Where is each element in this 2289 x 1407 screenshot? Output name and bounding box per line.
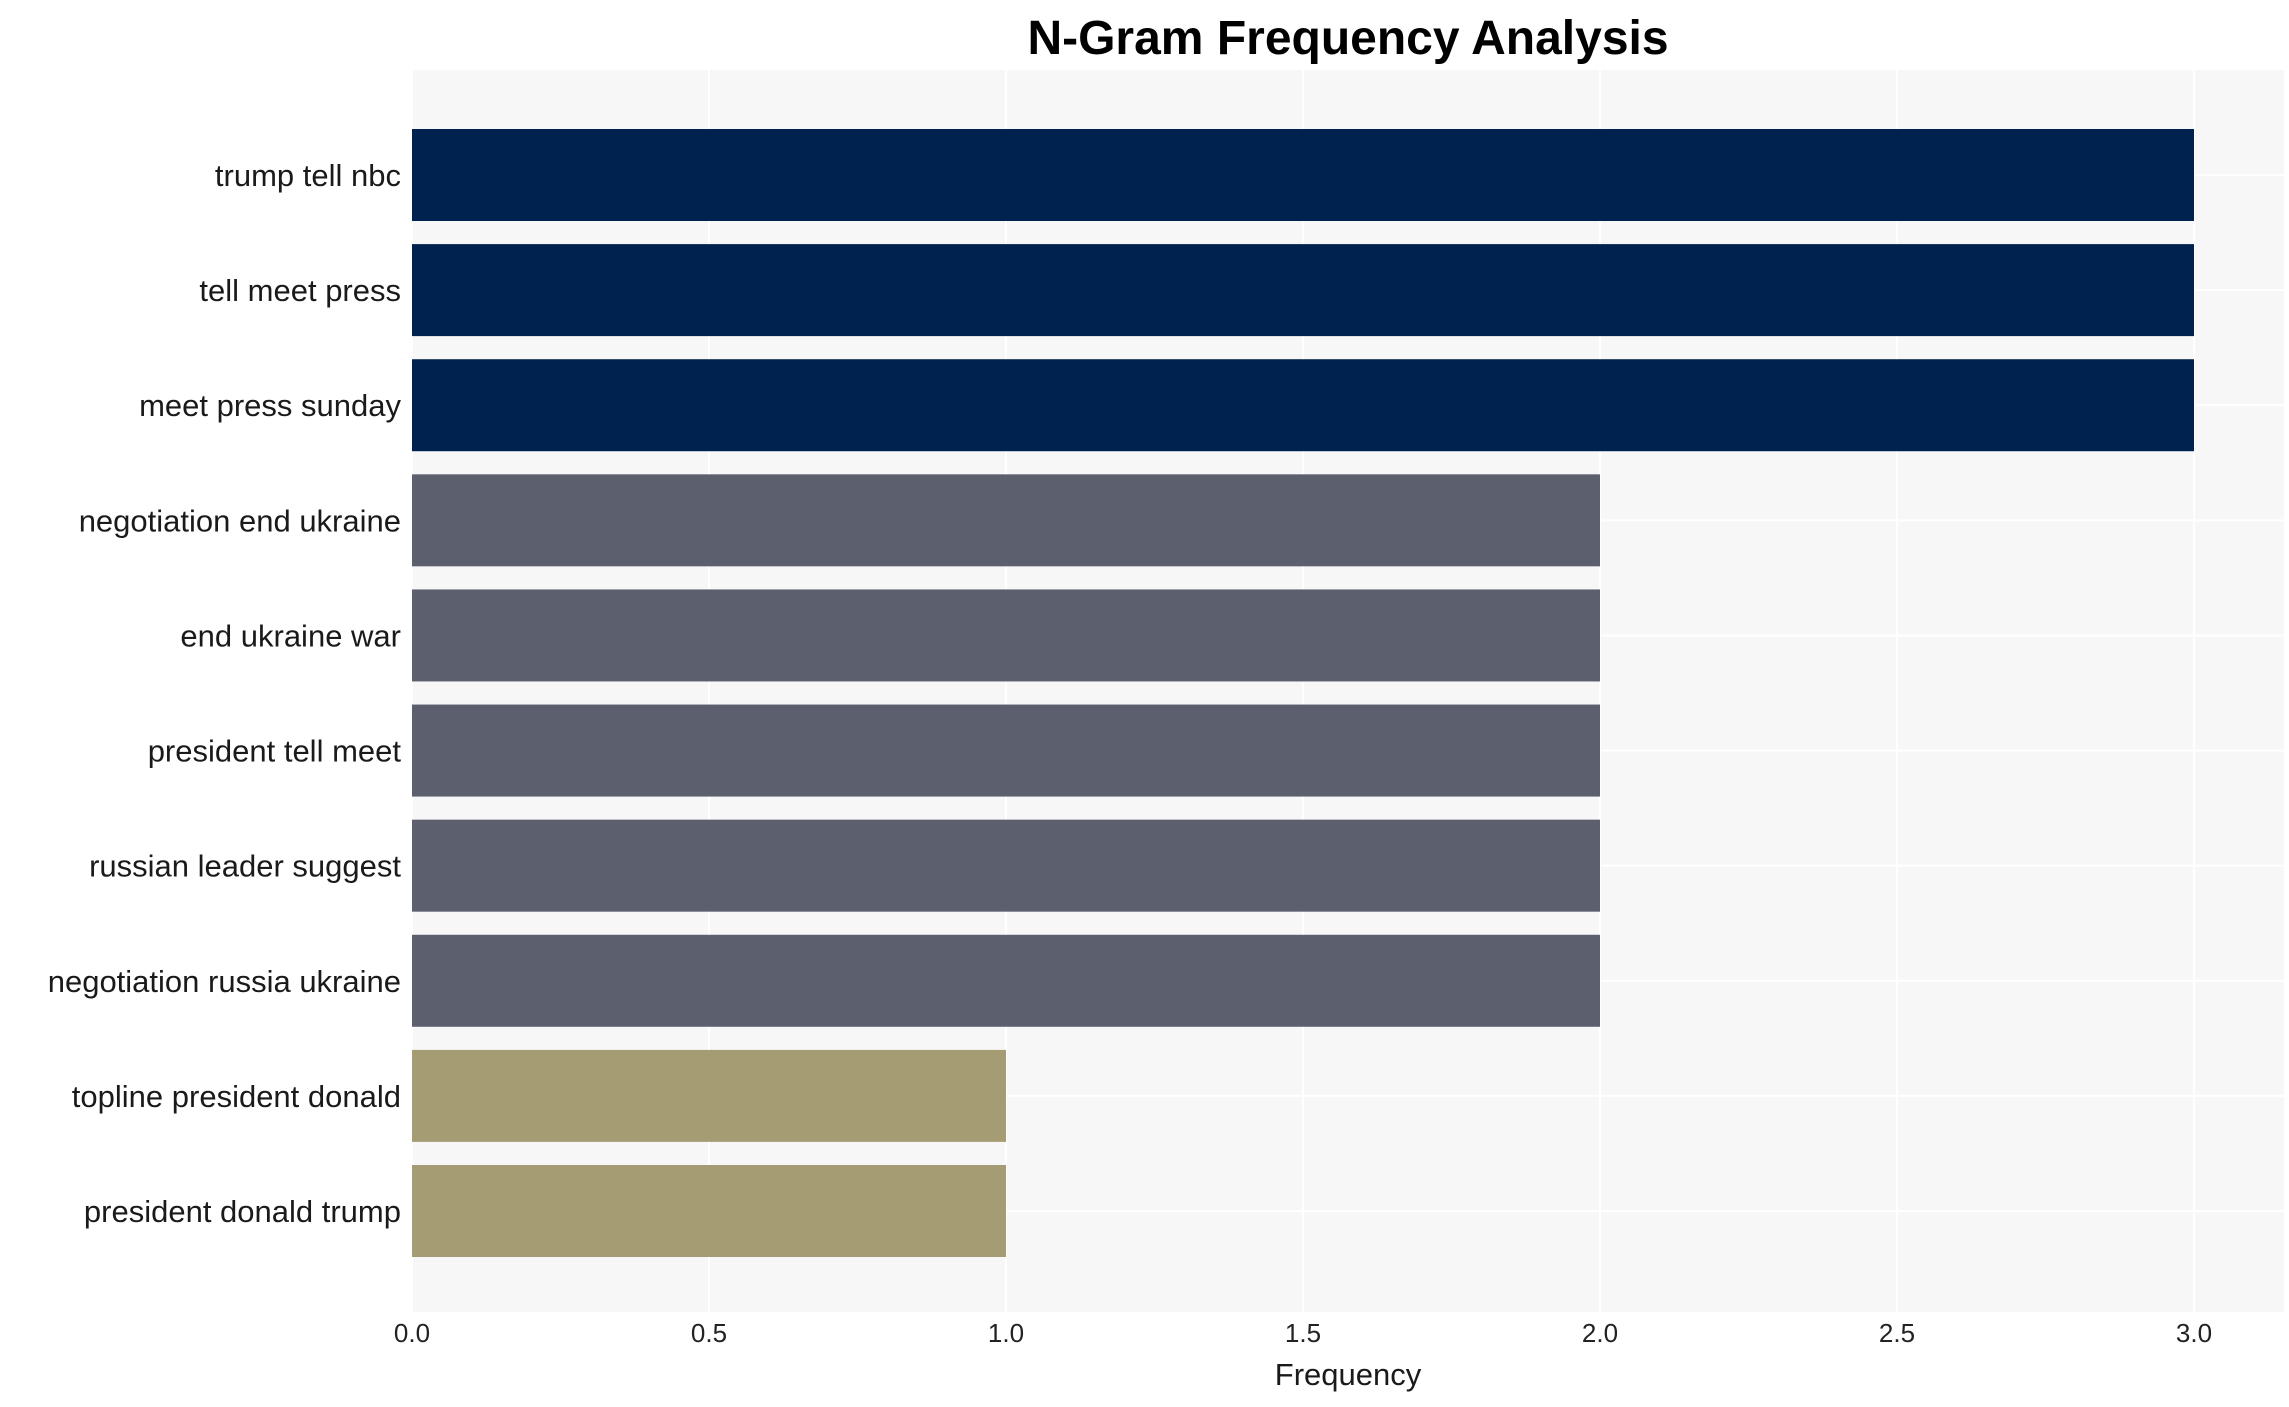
category-label: president donald trump: [84, 1194, 401, 1229]
x-tick-label: 3.0: [2176, 1318, 2212, 1348]
bar: [412, 1165, 1006, 1257]
category-label: end ukraine war: [180, 618, 401, 653]
x-tick-label: 1.0: [988, 1318, 1024, 1348]
category-label: tell meet press: [199, 273, 401, 308]
bar: [412, 359, 2194, 452]
bars: [412, 129, 2194, 1257]
bar: [412, 244, 2194, 337]
category-label: president tell meet: [148, 734, 402, 769]
x-tick-label: 1.5: [1285, 1318, 1321, 1348]
bar: [412, 1049, 1006, 1142]
category-label: negotiation russia ukraine: [48, 964, 401, 999]
bar: [412, 934, 1600, 1027]
bar: [412, 704, 1600, 797]
x-tick-label: 0.5: [691, 1318, 727, 1348]
bar: [412, 819, 1600, 912]
chart-title: N-Gram Frequency Analysis: [1027, 12, 1668, 65]
category-label: negotiation end ukraine: [79, 503, 401, 538]
x-axis-label: Frequency: [1275, 1357, 1422, 1392]
category-label: russian leader suggest: [89, 849, 401, 884]
category-label: trump tell nbc: [215, 158, 401, 193]
x-tick-label: 2.5: [1879, 1318, 1915, 1348]
bar: [412, 589, 1600, 682]
x-tick-label: 2.0: [1582, 1318, 1618, 1348]
x-tick-labels: 0.0 0.5 1.0 1.5 2.0 2.5 3.0: [394, 1318, 2212, 1348]
category-labels: trump tell nbc tell meet press meet press …: [48, 158, 402, 1229]
x-tick-label: 0.0: [394, 1318, 430, 1348]
category-label: meet press sunday: [139, 388, 401, 423]
bar: [412, 474, 1600, 567]
category-label: topline president donald: [72, 1079, 401, 1114]
bar: [412, 129, 2194, 221]
